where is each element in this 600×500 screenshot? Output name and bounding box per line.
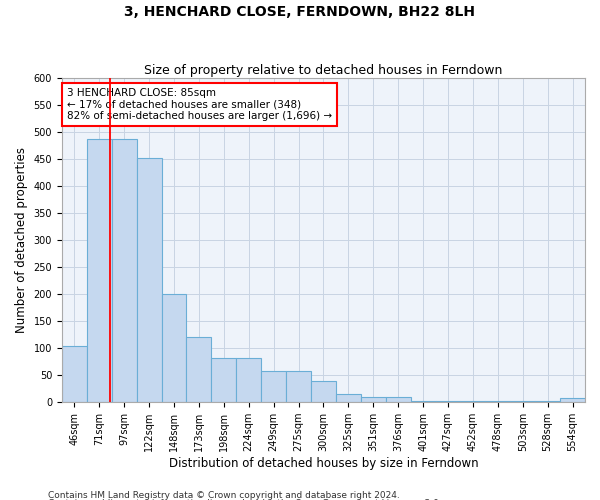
Bar — [137, 158, 161, 402]
Bar — [436, 400, 460, 402]
Bar — [336, 394, 361, 402]
Bar — [386, 397, 410, 402]
Bar — [236, 358, 261, 402]
Bar — [535, 400, 560, 402]
Bar — [311, 380, 336, 402]
Text: 3, HENCHARD CLOSE, FERNDOWN, BH22 8LH: 3, HENCHARD CLOSE, FERNDOWN, BH22 8LH — [125, 5, 476, 19]
Y-axis label: Number of detached properties: Number of detached properties — [15, 147, 28, 333]
Text: Contains HM Land Registry data © Crown copyright and database right 2024.: Contains HM Land Registry data © Crown c… — [48, 490, 400, 500]
Bar — [485, 400, 510, 402]
X-axis label: Distribution of detached houses by size in Ferndown: Distribution of detached houses by size … — [169, 457, 478, 470]
Bar — [410, 400, 436, 402]
Text: 3 HENCHARD CLOSE: 85sqm
← 17% of detached houses are smaller (348)
82% of semi-d: 3 HENCHARD CLOSE: 85sqm ← 17% of detache… — [67, 88, 332, 121]
Bar — [560, 398, 585, 402]
Bar — [87, 139, 112, 402]
Bar — [460, 400, 485, 402]
Bar — [187, 338, 211, 402]
Bar — [112, 139, 137, 402]
Bar — [286, 372, 311, 402]
Bar — [161, 294, 187, 402]
Bar — [211, 358, 236, 402]
Bar — [261, 372, 286, 402]
Bar — [62, 346, 87, 402]
Bar — [510, 400, 535, 402]
Bar — [361, 397, 386, 402]
Title: Size of property relative to detached houses in Ferndown: Size of property relative to detached ho… — [144, 64, 503, 77]
